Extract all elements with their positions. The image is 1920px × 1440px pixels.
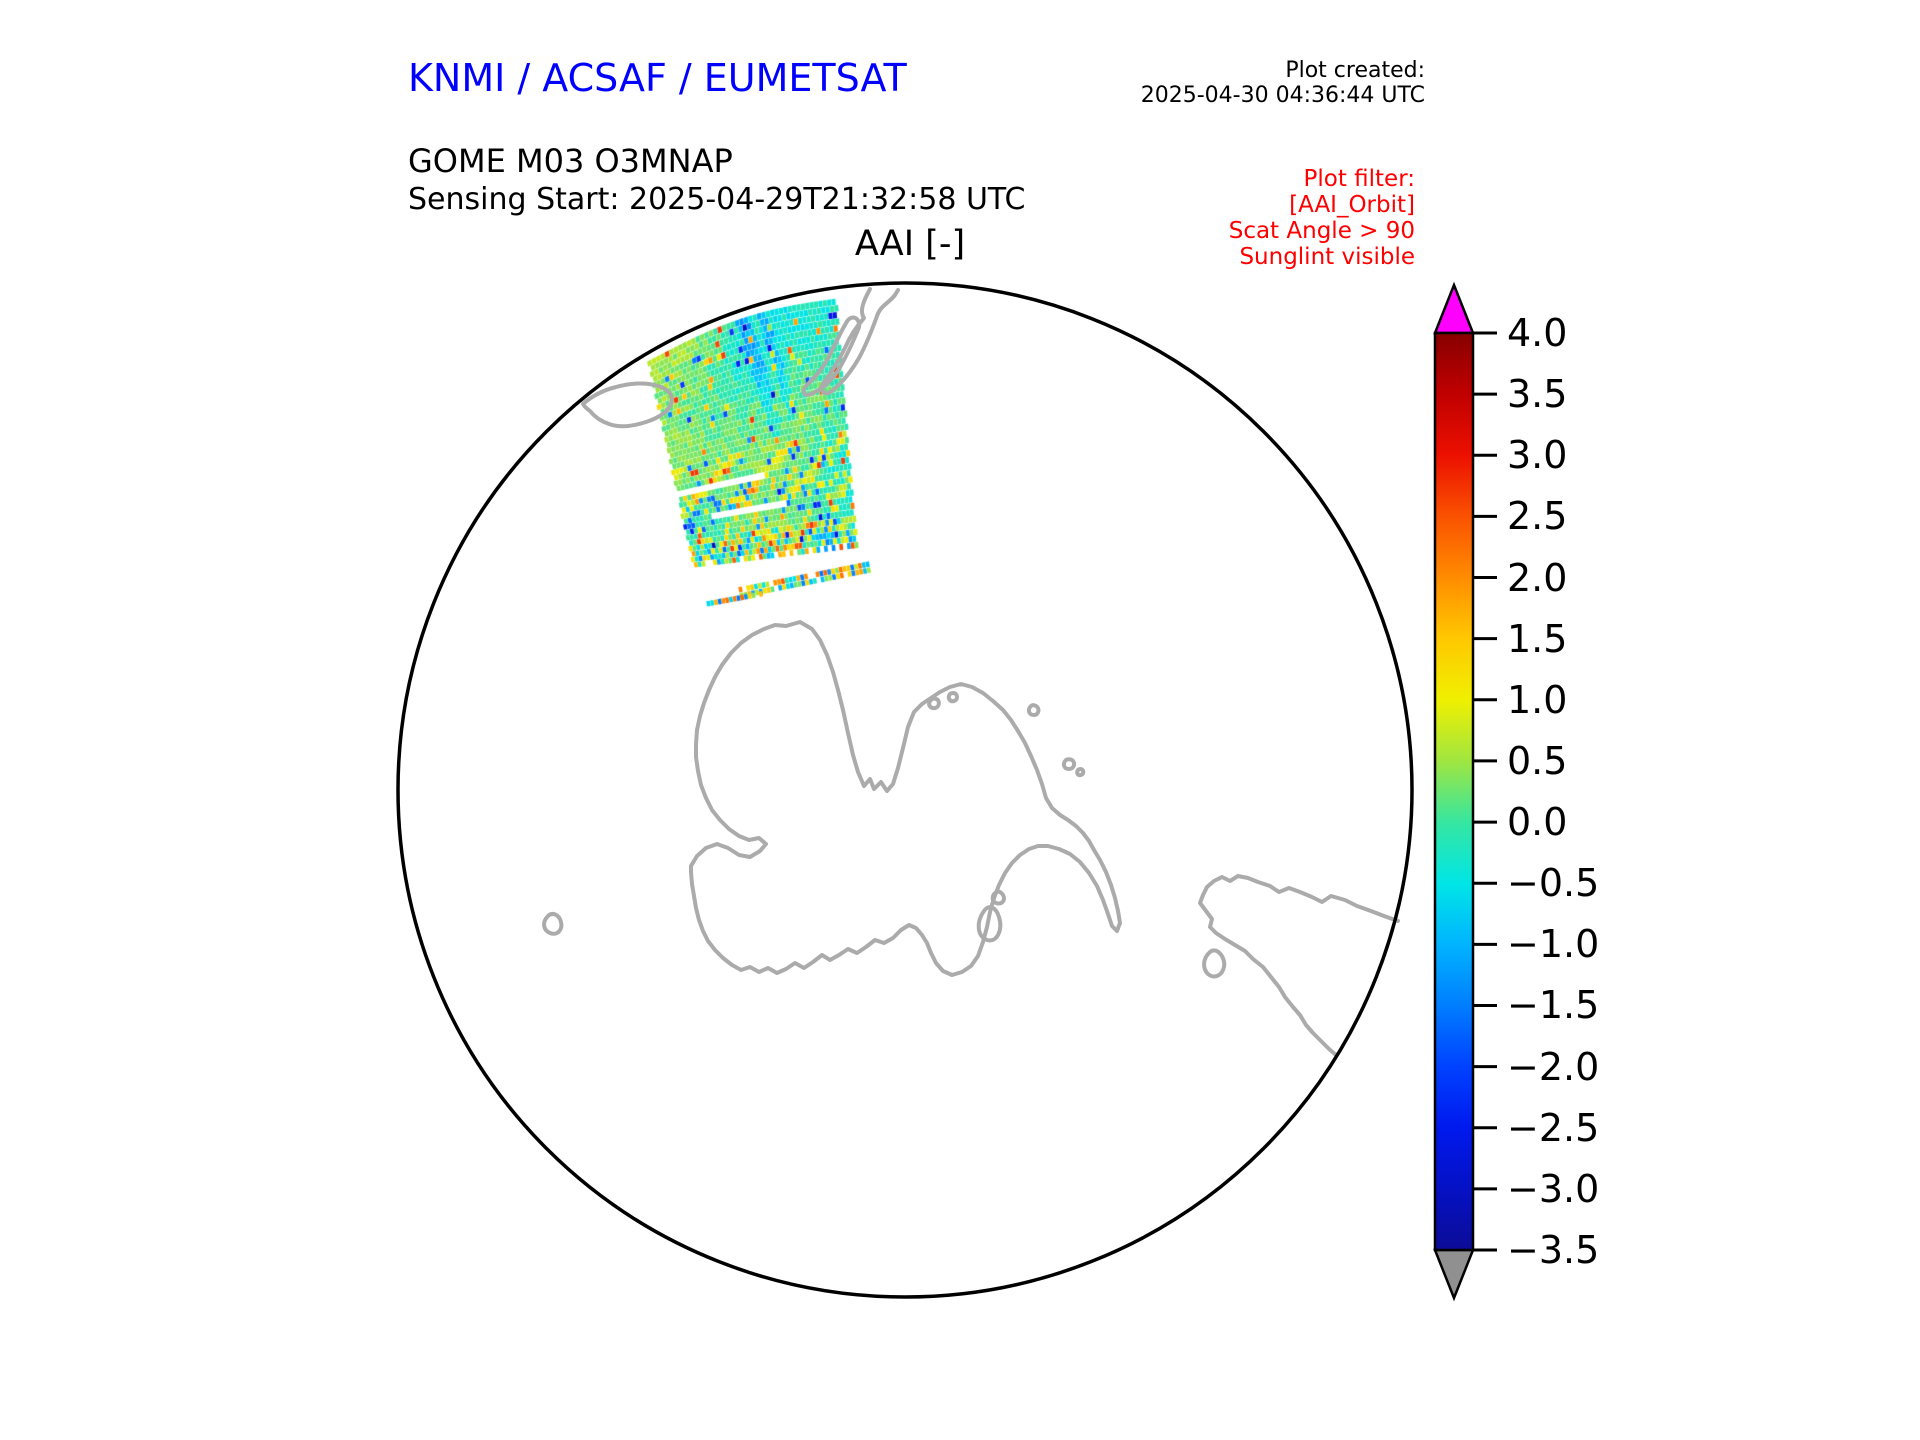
colorbar-tick-label: 3.5 xyxy=(1507,372,1568,417)
colorbar-ticks xyxy=(1473,331,1497,1252)
colorbar-tick-label: 4.0 xyxy=(1507,311,1568,355)
plot-created-label: Plot created: xyxy=(1285,58,1425,83)
colorbar-tick-label: −3.0 xyxy=(1507,1166,1600,1211)
colorbar-tick-label: 1.5 xyxy=(1507,616,1568,661)
colorbar-tick-label: 1.0 xyxy=(1507,677,1568,722)
colorbar-tick-label: −2.5 xyxy=(1507,1105,1600,1150)
colorbar-tick-label: 0.5 xyxy=(1507,738,1568,783)
south-america-tip-fragment xyxy=(801,315,862,397)
colorbar-tick-label: −2.0 xyxy=(1507,1044,1600,1089)
sensing-start-time: Sensing Start: 2025-04-29T21:32:58 UTC xyxy=(408,182,1026,217)
island-ne-3 xyxy=(1026,703,1041,717)
plot-filter-block: Plot filter: [AAI_Orbit] Scat Angle > 90… xyxy=(995,166,1415,270)
coastlines xyxy=(542,287,1400,1057)
colorbar-under-arrow xyxy=(1433,1248,1475,1302)
south-america-mainland-strip xyxy=(819,287,900,396)
plot-filter-line: Sunglint visible xyxy=(1239,244,1415,270)
plot-filter-line: Scat Angle > 90 xyxy=(1228,218,1415,244)
antarctica-coastline xyxy=(689,620,1122,977)
colorbar-tick-label: −0.5 xyxy=(1507,861,1600,906)
colorbar-tick-label: 2.5 xyxy=(1507,494,1568,539)
island-ne-1 xyxy=(927,696,941,711)
small-island-ring xyxy=(990,889,1007,906)
colorbar-gradient-bar xyxy=(1433,331,1475,1252)
africa-cape-island xyxy=(1202,948,1227,979)
island-ne-2 xyxy=(946,691,959,704)
africa-coastline xyxy=(1198,874,1400,1057)
colorbar-tick-label: −3.5 xyxy=(1507,1228,1600,1272)
plot-created-time: 2025-04-30 04:36:44 UTC xyxy=(1140,83,1425,108)
page-title: KNMI / ACSAF / EUMETSAT xyxy=(408,56,907,100)
product-name: GOME M03 O3MNAP xyxy=(408,142,733,180)
colorbar-tick-label: −1.0 xyxy=(1507,922,1600,967)
colorbar-over-arrow xyxy=(1433,281,1475,335)
map-title: AAI [-] xyxy=(854,224,966,264)
island-ne-5 xyxy=(1075,767,1086,778)
plot-filter-line: [AAI_Orbit] xyxy=(1289,192,1415,218)
colorbar-tick-label: −1.5 xyxy=(1507,983,1600,1028)
colorbar xyxy=(1433,281,1497,1302)
island-sw xyxy=(542,912,564,936)
map-boundary-circle xyxy=(396,281,1414,1299)
colorbar-tick-label: 0.0 xyxy=(1507,800,1568,845)
south-america-west-fragment xyxy=(581,381,674,429)
colorbar-tick-label: 2.0 xyxy=(1507,555,1568,600)
bay-island-outline xyxy=(976,905,1003,943)
plot-created-block: Plot created: 2025-04-30 04:36:44 UTC xyxy=(1005,58,1425,108)
plot-filter-line: Plot filter: xyxy=(1303,166,1415,192)
colorbar-tick-label: 3.0 xyxy=(1507,433,1568,478)
island-ne-4 xyxy=(1061,757,1077,771)
